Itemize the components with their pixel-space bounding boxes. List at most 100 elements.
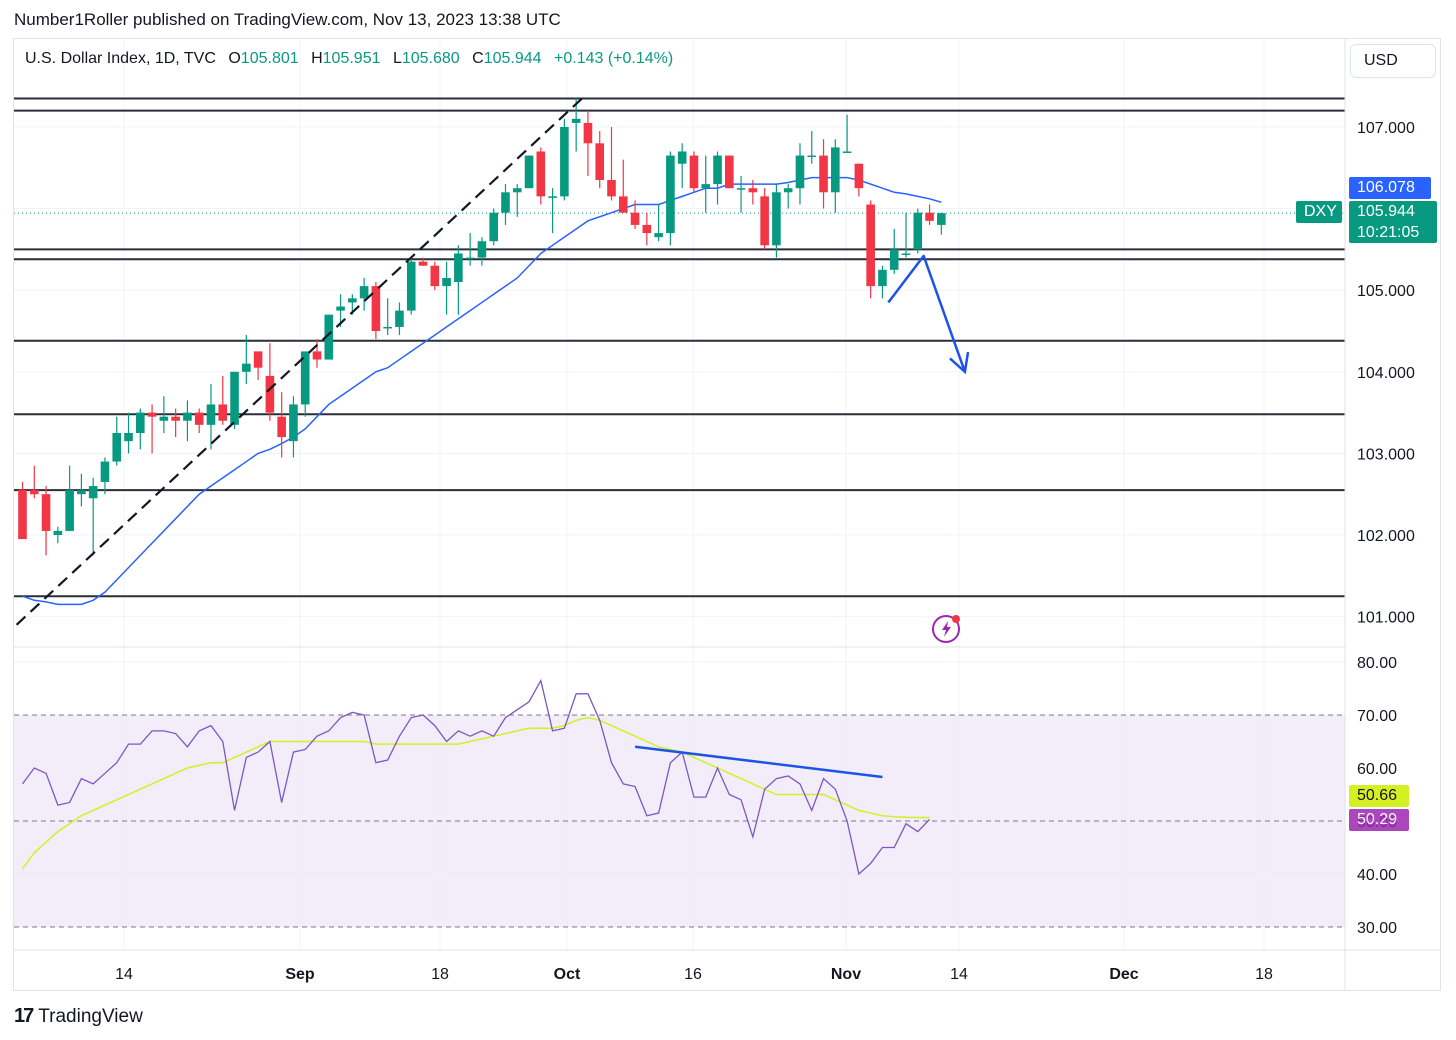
candle[interactable] xyxy=(430,261,440,291)
rsi-divergence-trendline[interactable] xyxy=(634,745,883,779)
dashed-trendline[interactable] xyxy=(15,97,583,626)
moving-average-line[interactable] xyxy=(22,176,942,606)
projection-arrow[interactable] xyxy=(887,254,967,373)
candle[interactable] xyxy=(277,392,286,458)
candle[interactable] xyxy=(206,384,216,450)
candle[interactable] xyxy=(689,151,699,193)
candle[interactable] xyxy=(265,343,275,421)
candle[interactable] xyxy=(748,180,758,205)
candle[interactable] xyxy=(171,408,180,438)
candle[interactable] xyxy=(842,114,852,153)
rsi-layer xyxy=(21,678,931,876)
candle[interactable] xyxy=(406,257,416,315)
candle[interactable] xyxy=(312,339,322,368)
candle[interactable] xyxy=(725,155,734,189)
candle-body xyxy=(277,416,286,438)
candle[interactable] xyxy=(477,237,487,266)
candle[interactable] xyxy=(359,277,369,311)
candle[interactable] xyxy=(889,229,899,274)
candle[interactable] xyxy=(512,184,522,217)
candle[interactable] xyxy=(783,184,793,209)
candle[interactable] xyxy=(878,265,887,299)
candle[interactable] xyxy=(654,204,663,242)
rsi-line[interactable] xyxy=(21,678,931,876)
candle-body xyxy=(536,151,546,197)
candle[interactable] xyxy=(136,408,145,450)
candle[interactable] xyxy=(194,408,204,433)
candle[interactable] xyxy=(18,481,27,540)
candle[interactable] xyxy=(29,465,39,499)
candle[interactable] xyxy=(77,473,86,507)
candle[interactable] xyxy=(112,416,122,466)
candle[interactable] xyxy=(866,200,875,299)
candle[interactable] xyxy=(595,131,605,189)
candle[interactable] xyxy=(630,200,640,229)
symbol-description[interactable]: U.S. Dollar Index, 1D, TVC xyxy=(25,50,216,67)
candle[interactable] xyxy=(454,245,463,315)
candle[interactable] xyxy=(489,208,498,246)
candle[interactable] xyxy=(53,526,63,544)
rsi-ma-line[interactable] xyxy=(21,716,930,870)
candle[interactable] xyxy=(713,151,722,205)
candle[interactable] xyxy=(536,147,546,205)
candle[interactable] xyxy=(807,131,817,164)
candle[interactable] xyxy=(666,151,675,246)
candle[interactable] xyxy=(183,400,192,442)
candle[interactable] xyxy=(242,335,251,385)
candle-body xyxy=(607,180,616,197)
candle[interactable] xyxy=(937,212,946,235)
candle-body xyxy=(300,351,310,405)
candle[interactable] xyxy=(218,375,228,425)
candle[interactable] xyxy=(324,314,334,360)
candle[interactable] xyxy=(548,188,557,234)
alert-icon[interactable] xyxy=(932,615,960,643)
candle[interactable] xyxy=(147,404,157,454)
candle[interactable] xyxy=(300,351,310,417)
candle[interactable] xyxy=(607,127,616,201)
candle[interactable] xyxy=(418,257,428,266)
candle[interactable] xyxy=(925,204,934,225)
candle[interactable] xyxy=(383,298,392,336)
candle[interactable] xyxy=(395,302,404,336)
candle[interactable] xyxy=(124,412,133,454)
candle[interactable] xyxy=(560,118,569,201)
candle[interactable] xyxy=(677,143,687,189)
candle[interactable] xyxy=(41,486,51,556)
candle-body xyxy=(501,192,510,213)
candle[interactable] xyxy=(854,163,864,197)
candle-body xyxy=(100,461,110,482)
candle[interactable] xyxy=(795,143,805,205)
candle[interactable] xyxy=(230,371,239,429)
candle-body xyxy=(524,155,534,189)
candle-body xyxy=(937,213,946,225)
candle[interactable] xyxy=(736,175,746,213)
candle[interactable] xyxy=(831,139,840,213)
candle[interactable] xyxy=(571,98,581,152)
candle[interactable] xyxy=(289,396,298,458)
currency-button[interactable]: USD xyxy=(1350,44,1436,78)
candle[interactable] xyxy=(371,282,381,340)
candle[interactable] xyxy=(913,208,923,254)
candle-body xyxy=(725,155,734,189)
candle[interactable] xyxy=(772,184,781,258)
footer-brand[interactable]: 17 TradingView xyxy=(14,1005,143,1028)
candle[interactable] xyxy=(760,188,769,250)
candle[interactable] xyxy=(442,261,451,315)
candle[interactable] xyxy=(88,477,98,556)
candle[interactable] xyxy=(642,212,652,246)
candle[interactable] xyxy=(253,351,263,380)
candle[interactable] xyxy=(501,184,510,225)
candle[interactable] xyxy=(100,457,110,495)
candle[interactable] xyxy=(65,465,74,531)
candle[interactable] xyxy=(336,294,345,327)
candle[interactable] xyxy=(901,212,911,258)
candle[interactable] xyxy=(583,110,593,176)
candle[interactable] xyxy=(524,155,534,189)
price-axis-tick-label: 107.000 xyxy=(1357,120,1415,137)
candle[interactable] xyxy=(465,233,475,266)
candle[interactable] xyxy=(701,155,711,213)
candle[interactable] xyxy=(159,396,169,433)
candle[interactable] xyxy=(618,159,628,213)
candle[interactable] xyxy=(819,139,828,209)
